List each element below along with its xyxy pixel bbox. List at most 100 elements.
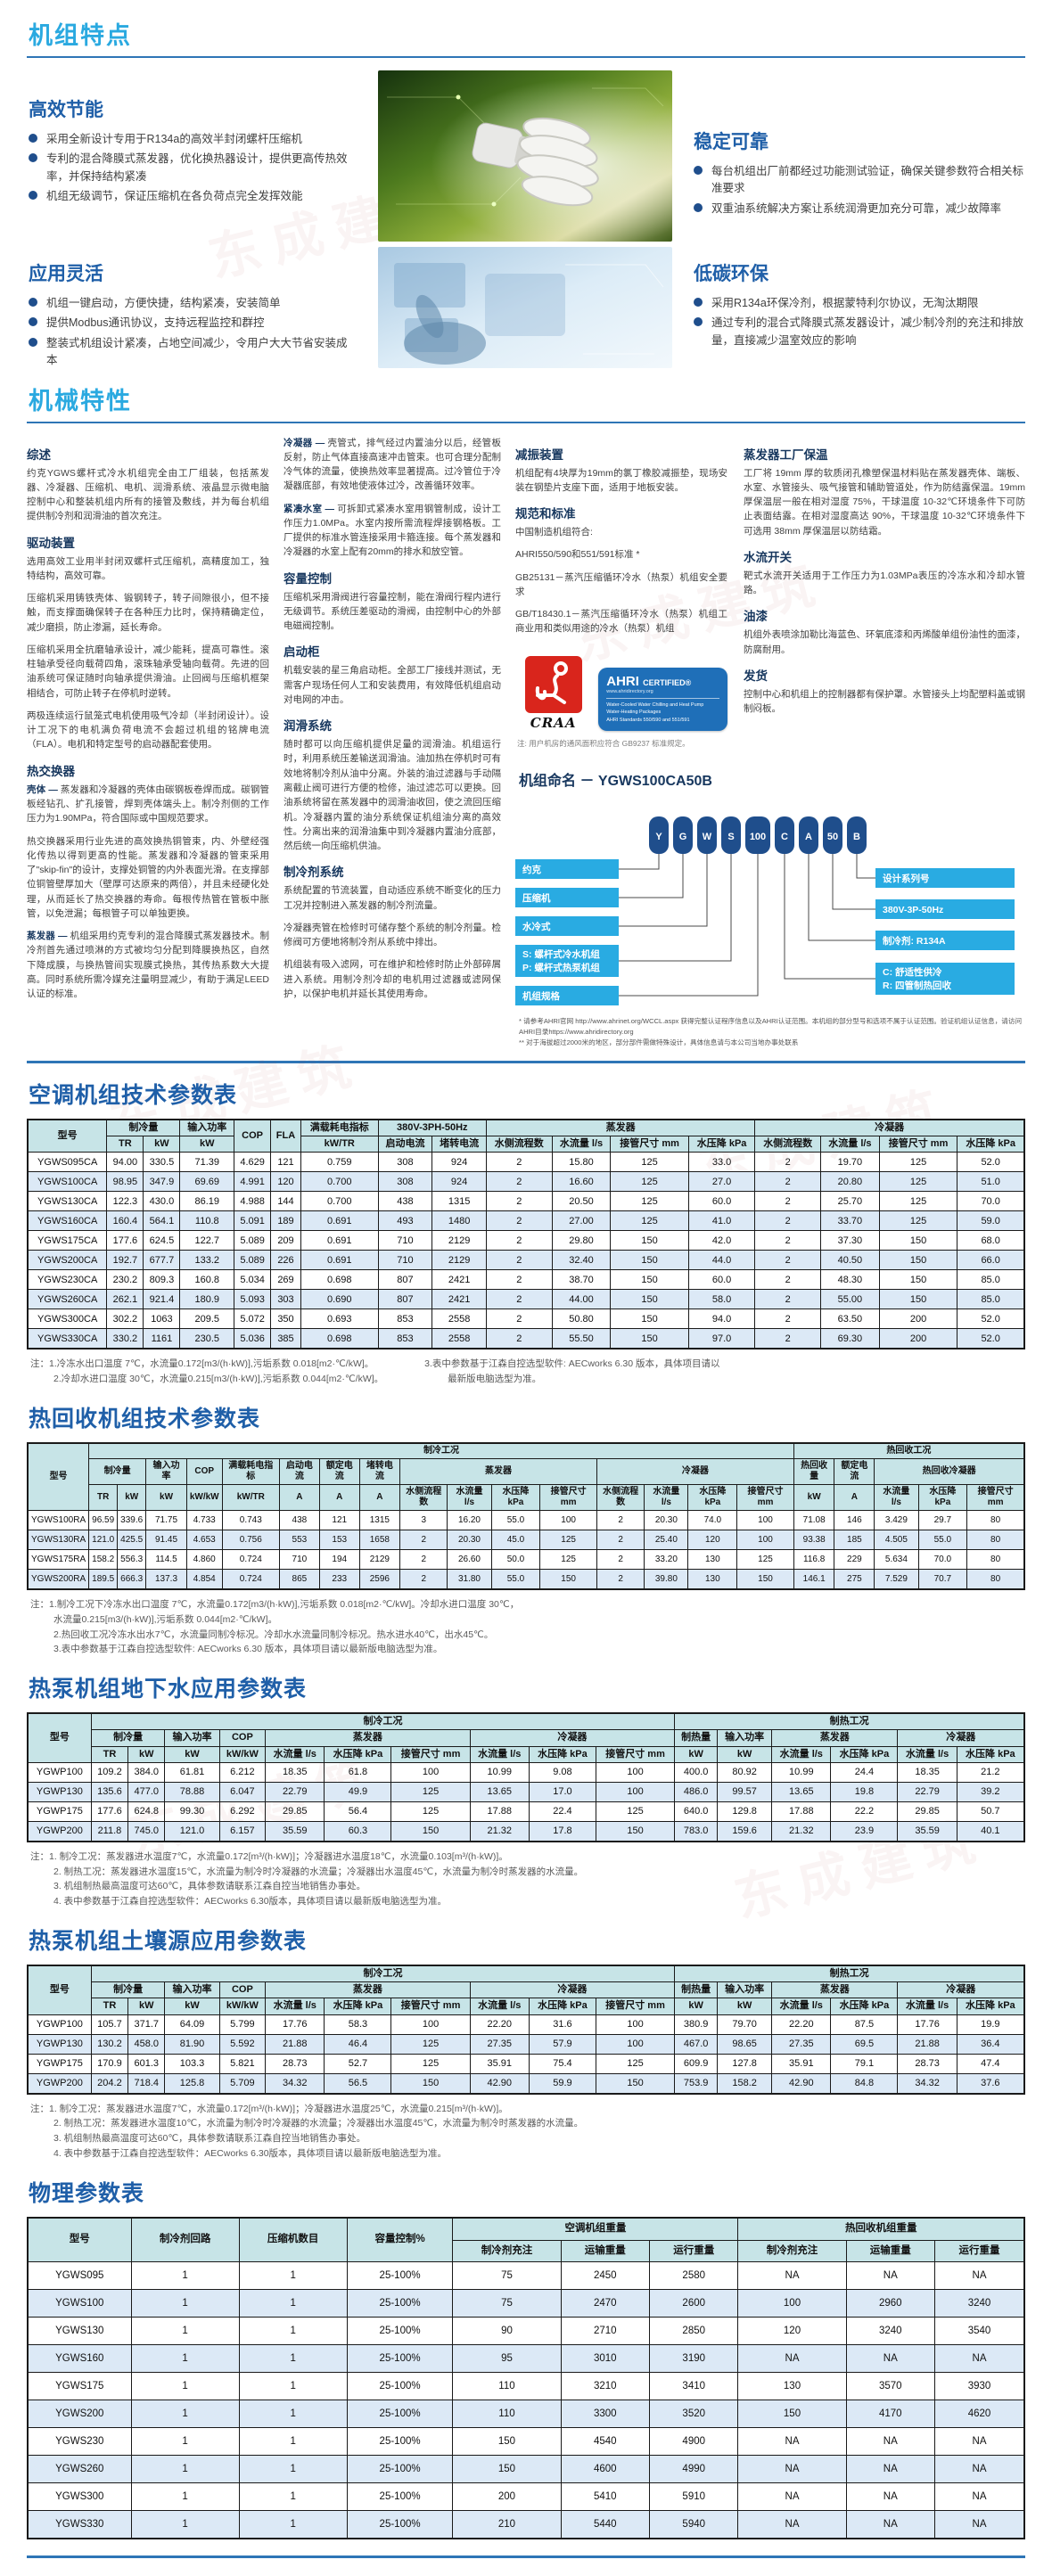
value-cell: 61.81 <box>164 1761 220 1783</box>
craa-logo-icon <box>524 655 582 713</box>
naming-footnotes: * 请参考AHRI官网 http://www.ahrinet.org/WCCL.… <box>519 1016 1025 1048</box>
table-header-row: TR kW kW kW/kW 水流量 l/s 水压降 kPa 接管尺寸 mm 水流量 l/s 水… <box>28 1745 1025 1763</box>
table-title-heat-recovery: 热回收机组技术参数表 <box>29 1407 261 1432</box>
value-cell: 0.691 <box>300 1230 379 1251</box>
value-cell: 170.9 <box>90 2053 129 2074</box>
value-cell: 0.724 <box>221 1569 280 1590</box>
table-header-row: TR kW kW kW/TR 启动电流 堵转电流 水侧流程数 水流量 l/s 接管尺寸 mm 水压… <box>28 1136 1025 1153</box>
value-cell: 385 <box>270 1328 301 1350</box>
note-line: 注：1. 制冷工况：蒸发器进水温度7℃，水流量0.172[m³/(h·kW)]；… <box>30 1850 508 1862</box>
column-header: kW/TR <box>300 1136 379 1153</box>
value-cell: 192.7 <box>106 1250 144 1271</box>
table-header-row: 型号 制冷量 输入功率 COP FLA 满载耗电指标 380V-3PH-50Hz 蒸发器 冷凝器 <box>27 1119 1025 1153</box>
value-cell: 16.20 <box>447 1510 492 1531</box>
value-cell: 1 <box>238 2344 348 2374</box>
feature-bullet-text: 整装式机组设计紧凑，占地空间减少，令用户大大节省安装成本 <box>46 336 348 367</box>
value-cell: 69.69 <box>179 1171 235 1193</box>
column-header: 接管尺寸 mm <box>595 1745 676 1763</box>
value-cell: 350 <box>270 1309 301 1330</box>
ahri-certified-logo: AHRI CERTIFIED® www.ahridirectory.org Wate… <box>598 667 727 731</box>
value-cell: 94.0 <box>687 1309 756 1330</box>
value-cell: 80.92 <box>717 1761 773 1783</box>
value-cell: 1063 <box>143 1309 181 1330</box>
naming-footnote-line: * 请参考AHRI官网 http://www.ahrinet.org/WCCL.… <box>519 1016 1023 1036</box>
value-cell: 25-100% <box>346 2400 454 2429</box>
value-cell: NA <box>934 2482 1025 2512</box>
mech-paragraph: 蒸发器 — 机组采用约克专利的混合降膜式蒸发器技术。制冷剂首先通过喷淋的方式被均… <box>27 931 270 1000</box>
value-cell: 158.2 <box>717 2072 773 2095</box>
value-cell: 2600 <box>648 2289 739 2318</box>
value-cell: 185 <box>834 1530 875 1551</box>
value-cell: 81.90 <box>164 2033 220 2055</box>
model-cell: YGWP100 <box>27 1761 92 1783</box>
value-cell: 21.88 <box>265 2033 325 2055</box>
value-cell: 710 <box>377 1230 433 1251</box>
value-cell: 384.0 <box>127 1761 166 1783</box>
value-cell: 120 <box>737 2317 847 2346</box>
table-row: YGWP175 177.6 624.8 99.30 6.292 29.85 56.4 125 1… <box>27 1801 1025 1822</box>
note-line: 2.冷却水进口温度 30℃，水流量0.215[m3/(h·kW)],污垢系数 0… <box>53 1374 384 1385</box>
table-title-physical: 物理参数表 <box>29 2180 145 2206</box>
value-cell: 26.60 <box>447 1549 492 1571</box>
model-cell: YGWS300CA <box>27 1309 108 1330</box>
table-row: YGWS230CA 230.2 809.3 160.8 5.034 269 0.698 807… <box>27 1269 1025 1291</box>
value-cell: 17.88 <box>771 1801 832 1822</box>
value-cell: 47.4 <box>956 2053 1025 2074</box>
value-cell: 209 <box>270 1230 301 1251</box>
value-cell: 1161 <box>143 1328 181 1350</box>
value-cell: 29.80 <box>551 1230 612 1251</box>
value-cell: 467.0 <box>674 2033 719 2055</box>
feature-title: 低碳环保 <box>694 264 768 284</box>
value-cell: 40.50 <box>820 1250 880 1271</box>
note-line: 3. 机组制热最高温度可达60℃，具体参数请联系江森自控当地销售办事处。 <box>53 1881 366 1892</box>
mech-heading: 容量控制 <box>284 571 332 586</box>
value-cell: 50.7 <box>956 1801 1025 1822</box>
table-head: 型号 制冷工况 制热工况 制冷量 输入功率 COP 蒸发器 冷凝器 制热量 输入功率 蒸发器 冷凝器 T… <box>27 1712 1025 1763</box>
value-cell: 209.5 <box>179 1309 235 1330</box>
value-cell: 22.2 <box>830 1801 899 1822</box>
value-cell: 1 <box>238 2510 348 2539</box>
column-header: 蒸发器 <box>771 1729 899 1747</box>
ahri-url: www.ahridirectory.org <box>606 688 653 694</box>
ahri-logo-name: AHRI CERTIFIED® <box>606 673 692 689</box>
value-cell: 2 <box>399 1569 448 1590</box>
column-header: 水压降 kPa <box>957 1136 1025 1153</box>
value-cell: 1 <box>238 2372 348 2401</box>
value-cell: 2 <box>754 1269 822 1291</box>
value-cell: 150 <box>595 2072 676 2095</box>
section-unit-features: 机组特点 高效节能 采用全新设计专用于R134a的高效半封闭螺杆压缩机 专利的混合降… <box>27 16 1025 373</box>
mech-paragraph: 靶式水流开关适用于工作压力为1.03MPa表压的冷冻水和冷却水管路。 <box>744 570 1025 596</box>
value-cell: 68.0 <box>957 1230 1025 1251</box>
value-cell: 31.80 <box>447 1569 492 1590</box>
value-cell: 150 <box>610 1269 689 1291</box>
value-cell: 189.5 <box>88 1569 119 1590</box>
value-cell: 13.65 <box>469 1781 530 1802</box>
column-header: 输入功率 <box>717 1729 773 1747</box>
value-cell: 71.39 <box>179 1152 235 1173</box>
column-header: 运输重量 <box>845 2239 936 2263</box>
value-cell: 52.0 <box>957 1328 1025 1350</box>
table-body: YGWS100RA 96.59 339.6 71.75 4.733 0.743 438 121… <box>27 1510 1025 1590</box>
column-header: 冷凝器 <box>469 1981 676 1999</box>
value-cell: NA <box>845 2427 936 2457</box>
value-cell: 25-100% <box>346 2372 454 2401</box>
value-cell: 52.0 <box>957 1152 1025 1173</box>
value-cell: 2580 <box>648 2261 739 2291</box>
mech-paragraph: 机组装有吸入滤网，可在维护和检修时防止外部碎屑进入系统。用制冷剂冷却的电机用过滤… <box>284 959 501 999</box>
value-cell: 230.5 <box>179 1328 235 1350</box>
value-cell: 710 <box>278 1549 320 1571</box>
mech-heading: 热交换器 <box>27 764 75 778</box>
table-row: YGWS175CA 177.6 624.5 122.7 5.089 209 0.691 710… <box>27 1230 1025 1251</box>
value-cell: 84.8 <box>830 2072 899 2095</box>
feature-bullet: 机组无级调节，保证压缩机在各负荷点完全发挥效能 <box>29 188 357 205</box>
feature-block-energy-saving: 高效节能 采用全新设计专用于R134a的高效半封闭螺杆压缩机 专利的混合降膜式蒸发器… <box>29 70 357 242</box>
value-cell: 150 <box>737 2400 847 2429</box>
svg-text:R: 四管制热回收: R: 四管制热回收 <box>883 980 951 991</box>
value-cell: 2 <box>754 1328 822 1350</box>
value-cell: 807 <box>377 1289 433 1310</box>
value-cell: 60.0 <box>687 1269 756 1291</box>
model-cell: YGWP175 <box>27 1801 92 1822</box>
value-cell: 100 <box>736 1510 794 1531</box>
value-cell: 5410 <box>560 2482 650 2512</box>
svg-text:50: 50 <box>827 832 838 842</box>
